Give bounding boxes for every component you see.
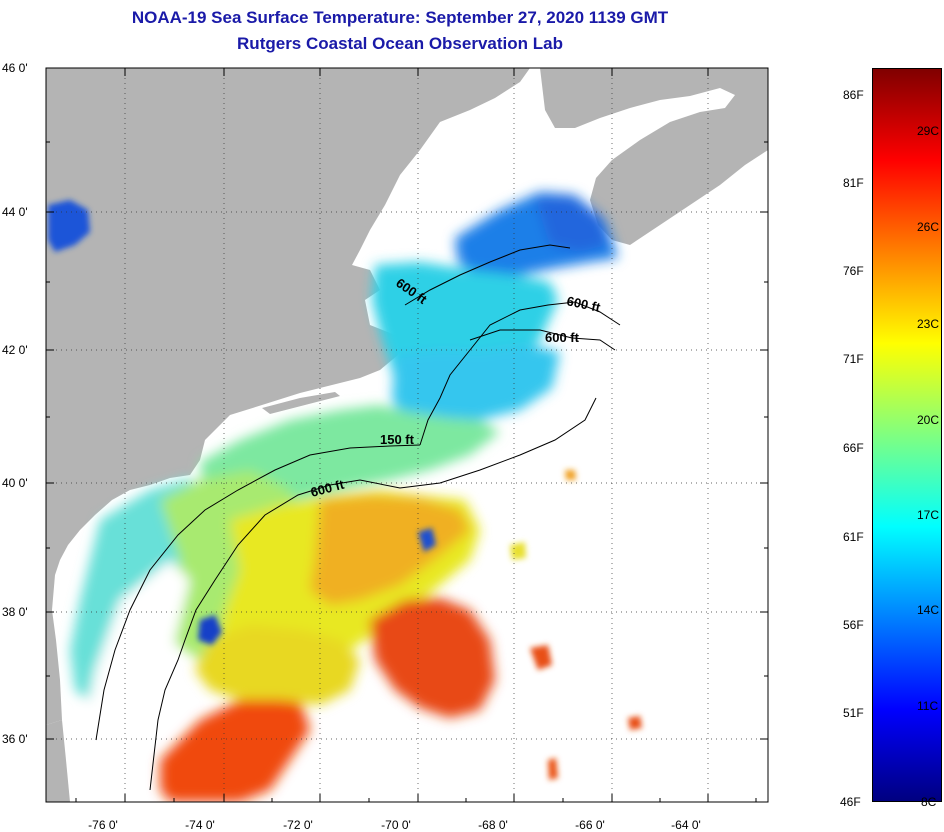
axis-ticks xyxy=(46,68,768,802)
nc-coast-land xyxy=(46,720,70,802)
colorbar-label-81f: 81F xyxy=(843,176,864,190)
us-mainland-land xyxy=(46,68,530,725)
colorbar-label-46f: 46F xyxy=(840,795,861,809)
sst-gulf-stream-orange xyxy=(310,495,470,605)
isobath-gulf-maine-1 xyxy=(419,301,621,446)
lon-label-74: -74 0' xyxy=(185,818,215,832)
graticule xyxy=(46,68,768,802)
sst-south-yellow xyxy=(195,625,360,705)
lon-label-64: -64 0' xyxy=(671,818,701,832)
sst-small-yellow xyxy=(510,542,526,560)
sst-cold-eddy-2 xyxy=(418,528,436,552)
colorbar-label-20c: 20C xyxy=(917,413,940,427)
colorbar-label-71f: 71F xyxy=(843,352,864,366)
colorbar xyxy=(872,68,942,802)
colorbar-label-29c: 29C xyxy=(917,124,940,138)
colorbar-label-76f: 76F xyxy=(843,264,864,278)
map-subtitle: Rutgers Coastal Ocean Observation Lab xyxy=(237,34,563,53)
map-title: NOAA-19 Sea Surface Temperature: Septemb… xyxy=(131,8,669,27)
sst-red-scatter-3 xyxy=(628,716,642,730)
sst-red-scatter-1 xyxy=(530,645,552,670)
colorbar-label-61f: 61F xyxy=(843,530,864,544)
colorbar-label-66f: 66F xyxy=(843,441,864,455)
isobath-600ft-shelf-break xyxy=(149,397,597,791)
sst-cold-eddy xyxy=(198,615,222,645)
lat-label-40: 40 0' xyxy=(2,476,28,490)
colorbar-label-86f: 86F xyxy=(843,88,864,102)
lat-label-42: 42 0' xyxy=(2,343,28,357)
lat-label-36: 36 0' xyxy=(2,732,28,746)
map-frame xyxy=(45,67,769,803)
nova-scotia-land xyxy=(540,68,768,245)
sst-red-scatter-2 xyxy=(548,758,558,780)
lat-label-44: 44 0' xyxy=(2,205,28,219)
isobath-150ft xyxy=(95,444,421,741)
sst-southern-new-england xyxy=(392,345,560,428)
isobaths xyxy=(95,244,621,791)
lon-label-70: -70 0' xyxy=(381,818,411,832)
colorbar-label-14c: 14C xyxy=(917,603,940,617)
colorbar-label-56f: 56F xyxy=(843,618,864,632)
isobath-gulf-maine-2 xyxy=(404,244,571,306)
colorbar-label-17c: 17C xyxy=(917,508,940,522)
lon-label-76: -76 0' xyxy=(88,818,118,832)
lat-label-38: 38 0' xyxy=(2,605,28,619)
colorbar-label-23c: 23C xyxy=(917,317,940,331)
sst-cold-patch-maine-coast xyxy=(48,200,90,252)
colorbar-label-8c: 8C xyxy=(921,795,937,809)
sst-gulf-of-maine-dark xyxy=(535,196,608,252)
isobath-georges xyxy=(469,329,616,351)
contour-label-600ft-2: 600 ft xyxy=(565,293,602,315)
lat-label-46: 46 0' xyxy=(2,61,28,75)
colorbar-label-26c: 26C xyxy=(917,220,940,234)
sst-gulf-stream-red xyxy=(160,690,310,802)
contour-label-150ft: 150 ft xyxy=(380,432,415,447)
colorbar-label-11c: 11C xyxy=(917,699,939,713)
colorbar-label-51f: 51F xyxy=(843,706,864,720)
lon-label-66: -66 0' xyxy=(575,818,605,832)
long-island-land xyxy=(262,392,340,414)
contour-label-600ft-3: 600 ft xyxy=(545,330,580,345)
sst-warm-core-red xyxy=(370,598,495,718)
sst-shelf-white-gap xyxy=(85,560,190,740)
lon-label-68: -68 0' xyxy=(478,818,508,832)
lon-label-72: -72 0' xyxy=(283,818,313,832)
sst-small-orange xyxy=(565,470,576,480)
